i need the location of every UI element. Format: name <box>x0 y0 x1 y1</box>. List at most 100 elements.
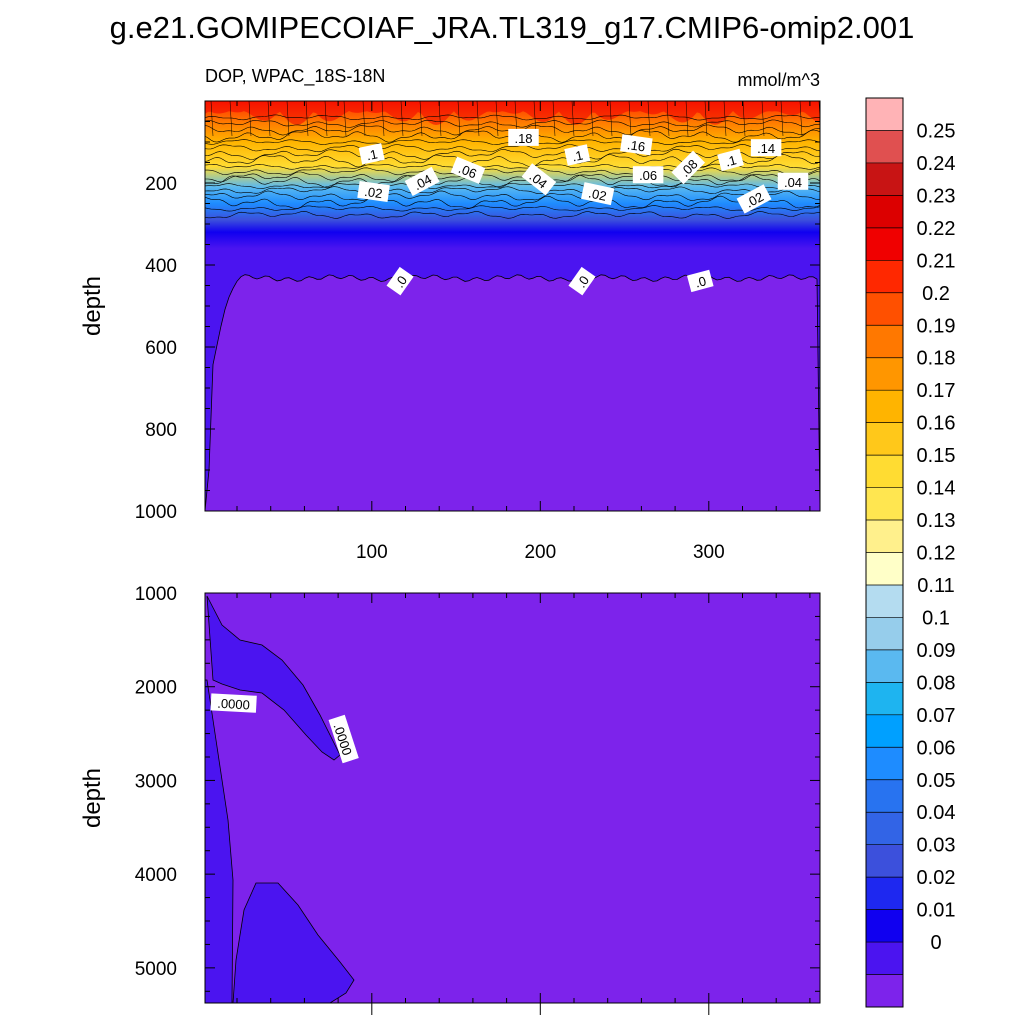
contour-label: .04 <box>404 166 440 197</box>
contour-label-text: .02 <box>743 189 766 211</box>
contour-label-box <box>358 143 385 165</box>
contour-line <box>476 101 480 137</box>
colorbar-label: 0.2 <box>922 283 950 305</box>
colorbar-swatch <box>866 455 903 488</box>
y-tick-label: 400 <box>145 256 177 277</box>
contour-line <box>666 101 670 137</box>
y-tick-label: 800 <box>145 420 177 441</box>
top-panel: DOP, WPAC_18S-18N mmol/m^3 100 200 300 200 4… <box>79 66 821 563</box>
colorbar-label: 0.01 <box>917 900 956 922</box>
colorbar-swatch <box>866 617 903 651</box>
x-tick-label: 200 <box>524 542 556 563</box>
surface-max-spikes <box>205 101 820 125</box>
colorbar-label: 0.22 <box>917 218 956 240</box>
contour-label-text: .04 <box>411 171 434 193</box>
colorbar-swatch <box>866 714 903 748</box>
contour-label-text: .1 <box>724 152 738 169</box>
contour-line <box>704 101 708 137</box>
contour-label-box <box>736 184 772 214</box>
colorbar-swatch <box>866 942 903 975</box>
contour-label: .04 <box>777 172 809 190</box>
contour-line <box>205 174 820 189</box>
x-tick-label: 300 <box>693 542 725 563</box>
contour-label: .1 <box>717 148 744 172</box>
contour-line <box>324 101 328 137</box>
colorbar-label: 0.08 <box>917 672 956 694</box>
y-tick-label: 1000 <box>135 584 177 605</box>
colorbar-swatch <box>866 130 903 164</box>
contour-label: .16 <box>620 134 653 156</box>
contour-label-box <box>750 139 782 157</box>
upper-blob-region <box>206 595 341 761</box>
y-tick-label: 600 <box>145 338 177 359</box>
top-axis-ticks: 100 200 300 200 400 600 800 1000 <box>135 100 820 563</box>
contour-line <box>438 101 442 137</box>
contour-label: .02 <box>357 180 390 203</box>
colorbar-label: 0.18 <box>917 348 956 370</box>
colorbar-label: 0.24 <box>917 153 956 175</box>
contour-line <box>205 195 820 209</box>
top-right-string: mmol/m^3 <box>738 70 820 90</box>
contour-label-text: .14 <box>757 141 775 156</box>
contour-line <box>742 101 746 137</box>
contour-label-text: .02 <box>363 184 383 201</box>
colorbar-label: 0.06 <box>917 737 956 759</box>
colorbar-swatch <box>866 974 903 1008</box>
contour-label-text: .0 <box>693 273 707 290</box>
contour-line <box>286 101 290 137</box>
colorbar-label: 0.15 <box>917 445 956 467</box>
contour-label-box <box>620 134 653 156</box>
colorbar-swatch <box>866 390 903 424</box>
contour-label: .06 <box>632 166 664 184</box>
colorbar-swatch <box>866 487 903 521</box>
contour-line <box>761 101 765 137</box>
contour-line <box>609 101 613 137</box>
colorbar-label: 0.09 <box>917 640 956 662</box>
contour-line <box>362 101 366 137</box>
contour-label-box <box>521 163 557 196</box>
contour-line <box>248 101 252 137</box>
colorbar-swatch <box>866 422 903 456</box>
contour-label: .1 <box>564 144 591 166</box>
contour-line <box>419 101 423 137</box>
colorbar-swatch <box>866 584 903 618</box>
colorbar-swatch <box>866 909 903 943</box>
contour-line <box>590 101 594 137</box>
contour-line <box>552 101 556 137</box>
contour-label-box <box>568 266 596 296</box>
contour-label: .02 <box>736 184 772 214</box>
colorbar-frame <box>865 97 904 1008</box>
contour-line <box>780 101 784 137</box>
contour-line <box>205 163 820 170</box>
contour-line <box>381 101 385 137</box>
contour-label-box <box>564 144 591 166</box>
contour-label-box <box>686 269 714 293</box>
colorbar-label: 0.03 <box>917 835 956 857</box>
contour-label-text: .06 <box>639 168 657 183</box>
colorbar-label: 0.1 <box>922 607 950 629</box>
contour-label-box <box>777 172 809 190</box>
colorbar-swatch <box>866 260 903 294</box>
contour-lines <box>205 101 820 219</box>
colorbar-swatch <box>866 649 903 683</box>
colorbar-swatch <box>866 162 903 196</box>
contour-line <box>343 101 347 137</box>
contour-label-text: .1 <box>571 148 585 165</box>
contour-label-box <box>671 150 706 185</box>
contour-line <box>818 101 820 123</box>
contour-label-box <box>386 266 414 296</box>
colorbar-swatch <box>866 357 903 391</box>
top-left-string: DOP, WPAC_18S-18N <box>205 66 385 87</box>
bottom-plot-frame <box>204 592 821 1004</box>
colorbar-label: 0.07 <box>917 705 956 727</box>
bottom-axis-ticks: 1000 2000 3000 4000 5000 <box>135 584 820 1015</box>
contour-label-box <box>632 166 664 184</box>
contour-label: .0000 <box>210 693 257 713</box>
colorbar-swatch <box>866 682 903 716</box>
contour-line <box>457 101 461 137</box>
lower-blob-region <box>232 882 355 1003</box>
y-tick-label: 2000 <box>135 678 177 699</box>
top-y-axis-label: depth <box>79 276 106 336</box>
